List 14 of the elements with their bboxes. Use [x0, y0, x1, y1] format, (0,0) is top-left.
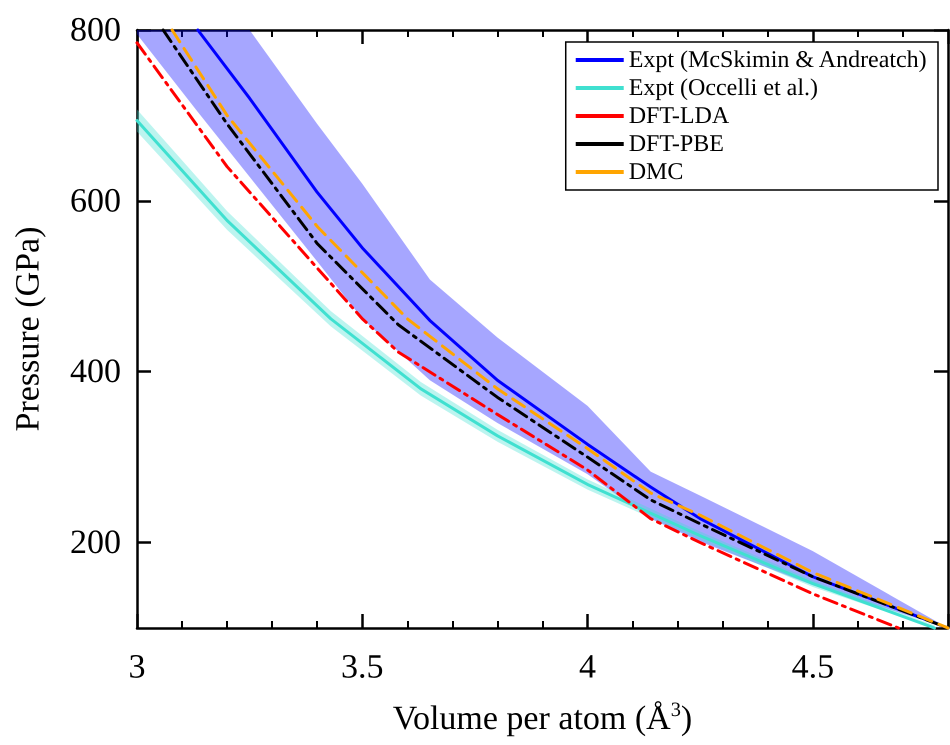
x-tick-label: 4.5 [792, 648, 834, 686]
x-tick-label: 3 [128, 648, 146, 686]
legend-label: DFT-LDA [628, 103, 730, 129]
y-tick-label: 200 [70, 524, 121, 562]
legend-label: DFT-PBE [628, 131, 724, 157]
legend-label: DMC [628, 159, 684, 185]
y-axis-title: Pressure (GPa) [10, 226, 46, 432]
x-tick-label: 4 [579, 648, 596, 686]
legend-label: Expt (McSkimin & Andreatch) [628, 47, 927, 73]
y-tick-label: 600 [70, 182, 121, 220]
legend-label: Expt (Occelli et al.) [628, 75, 818, 101]
y-tick-label: 400 [70, 353, 121, 390]
x-tick-label: 3.5 [341, 648, 384, 686]
y-tick-label: 800 [70, 12, 121, 48]
